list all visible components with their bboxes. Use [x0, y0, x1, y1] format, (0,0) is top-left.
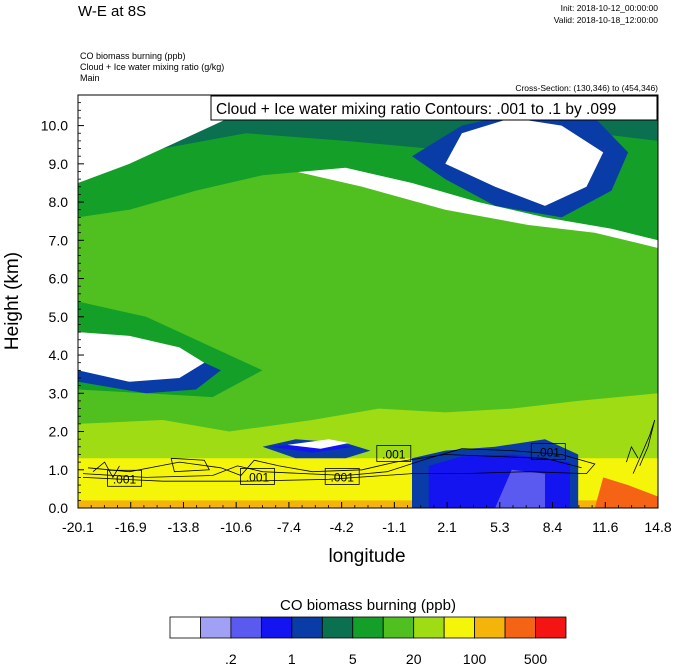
colorbar-label-5: 500	[524, 651, 548, 667]
cloud-contour-4	[632, 419, 656, 474]
colorbar-swatch-7	[382, 616, 415, 639]
y-tick-label-6: 6.0	[49, 271, 69, 287]
x-tick-label-1: -16.9	[115, 519, 147, 535]
cloud-contour-lines	[82, 419, 656, 482]
colorbar-label-0: .2	[225, 651, 237, 667]
y-tick-label-4: 4.0	[49, 347, 69, 363]
contour-label-box-4	[530, 443, 566, 461]
x-tick-label-11: 14.8	[644, 519, 671, 535]
colorbar-swatch-1	[200, 616, 232, 639]
y-axis: 0.0 1.0 2.0 3.0 4.0 5.0 6.0 7.0 8.0 9.0 10.0	[41, 102, 84, 516]
co-filled-contours	[78, 95, 658, 508]
colorbar	[169, 616, 567, 639]
colorbar-labels: .2 1 5 20 100 500	[225, 651, 547, 667]
colorbar-swatch-10	[474, 616, 506, 639]
contour-label-box-3	[376, 445, 412, 462]
valid-time: Valid: 2018-10-18_12:00:00	[554, 15, 659, 25]
co-region-15	[445, 117, 604, 206]
colorbar-label-2: 5	[349, 651, 357, 667]
contour-label-3: .001	[382, 448, 406, 462]
y-tick-label-0: 0.0	[49, 500, 69, 516]
x-tick-label-5: -4.2	[330, 519, 354, 535]
field-co-label: CO biomass burning (ppb)	[80, 51, 186, 61]
init-time: Init: 2018-10-12_00:00:00	[561, 3, 659, 13]
colorbar-swatch-11	[504, 616, 536, 639]
y-axis-label: Height (km)	[2, 252, 23, 350]
contour-info-text: Cloud + Ice water mixing ratio Contours:…	[216, 101, 616, 118]
x-tick-label-8: 5.3	[490, 519, 510, 535]
y-tick-label-5: 5.0	[49, 309, 69, 325]
co-region-13	[78, 332, 205, 382]
y-tick-label-7: 7.0	[49, 232, 69, 248]
x-tick-label-10: 11.6	[592, 519, 618, 535]
colorbar-swatch-6	[352, 616, 384, 639]
contour-info-box	[210, 95, 658, 121]
x-tick-label-9: 8.4	[543, 519, 563, 535]
y-tick-label-8: 8.0	[49, 194, 69, 210]
field-main-label: Main	[80, 73, 100, 83]
colorbar-swatch-12	[535, 616, 567, 639]
x-tick-label-3: -10.6	[220, 519, 252, 535]
x-tick-label-2: -13.8	[167, 519, 199, 535]
contour-label-box-0	[107, 469, 142, 487]
contour-label-2: .001	[331, 470, 355, 484]
x-tick-label-4: -7.4	[277, 519, 301, 535]
y-tick-label-1: 1.0	[49, 462, 69, 478]
x-tick-label-6: -1.1	[382, 519, 406, 535]
cloud-contour-0	[82, 448, 596, 482]
contour-value-labels: .001 .001 .001 .001 .001	[107, 443, 566, 487]
x-axis-label: longitude	[328, 546, 405, 567]
co-region-14	[78, 95, 246, 183]
colorbar-swatch-9	[443, 616, 476, 639]
contour-label-box-1	[240, 467, 275, 485]
cloud-contour-5	[626, 445, 639, 463]
colorbar-label-1: 1	[288, 651, 296, 667]
colorbar-swatch-5	[321, 616, 354, 639]
cloud-contour-3	[170, 457, 210, 473]
contour-label-4: .001	[537, 446, 561, 460]
y-tick-label-2: 2.0	[49, 424, 69, 440]
contour-label-box-2	[324, 467, 360, 485]
field-cloud-label: Cloud + Ice water mixing ratio (g/kg)	[80, 62, 224, 72]
co-region-12	[495, 469, 545, 508]
y-tick-label-3: 3.0	[49, 385, 69, 401]
colorbar-label-4: 100	[463, 651, 487, 667]
co-region-17	[594, 477, 658, 508]
x-axis: -20.1 -16.9 -13.8 -10.6 -7.4 -4.2 -1.1 2.1 5.3 8.…	[62, 502, 672, 535]
colorbar-swatch-3	[260, 616, 293, 639]
cloud-contour-2	[92, 461, 120, 479]
colorbar-swatch-4	[291, 616, 323, 639]
x-tick-label-0: -20.1	[62, 519, 94, 535]
co-region-16	[287, 439, 349, 449]
x-tick-label-7: 2.1	[437, 519, 457, 535]
y-tick-label-9: 9.0	[49, 156, 69, 172]
colorbar-title: CO biomass burning (ppb)	[280, 597, 456, 614]
chart-title: W-E at 8S	[78, 3, 146, 20]
colorbar-label-3: 20	[406, 651, 422, 667]
contour-label-0: .001	[113, 472, 137, 486]
y-tick-label-10: 10.0	[41, 118, 68, 134]
contour-label-1: .001	[246, 470, 270, 484]
cloud-contour-1	[87, 454, 582, 476]
colorbar-swatch-0	[169, 616, 201, 639]
colorbar-swatch-8	[413, 616, 445, 639]
colorbar-swatch-2	[230, 616, 262, 639]
cross-section-label: Cross-Section: (130,346) to (454,346)	[515, 83, 658, 93]
